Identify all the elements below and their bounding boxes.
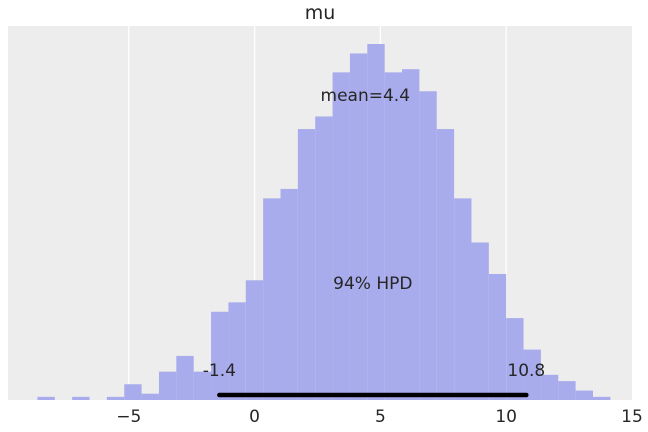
histogram-bars [37, 44, 611, 401]
hpd-label: 94% HPD [333, 274, 412, 294]
x-tick-label: 0 [249, 407, 260, 427]
histogram-bar [141, 393, 159, 400]
histogram-bar [558, 381, 576, 400]
histogram-bar [332, 72, 350, 401]
histogram-bar [228, 302, 246, 400]
histogram-bar [315, 116, 333, 400]
x-axis-ticks: −5 0 5 10 15 [116, 407, 643, 427]
histogram-bar [263, 198, 281, 400]
histogram-bar [37, 396, 55, 400]
histogram-bar [193, 371, 212, 400]
histogram-bar [280, 188, 298, 400]
x-tick-label: 10 [495, 407, 517, 427]
histogram-bar [158, 371, 177, 400]
histogram-bar [106, 396, 125, 400]
histogram-bar [367, 44, 385, 400]
histogram-bar [593, 396, 611, 400]
histogram-bar [211, 311, 229, 400]
mean-label: mean=4.4 [321, 86, 411, 106]
histogram-bar [297, 129, 316, 400]
chart-title: mu [305, 2, 336, 24]
histogram-bar [419, 91, 437, 400]
histogram-bar [176, 355, 194, 400]
histogram-bar [349, 53, 368, 401]
histogram-bar [124, 384, 142, 400]
histogram-bar [523, 349, 541, 400]
histogram-bar [72, 396, 90, 400]
histogram-bar [454, 198, 472, 400]
histogram-bar [471, 242, 489, 400]
histogram-bar [384, 72, 403, 401]
hpd-high-label: 10.8 [507, 361, 545, 381]
histogram-bar [488, 273, 507, 400]
x-tick-label: 5 [375, 407, 386, 427]
histogram-bar [540, 374, 559, 400]
histogram-bar [506, 318, 524, 400]
hpd-low-label: -1.4 [203, 361, 236, 381]
histogram-bar [402, 69, 420, 400]
x-tick-label: −5 [116, 407, 141, 427]
x-tick-label: 15 [621, 407, 643, 427]
histogram-bar [575, 390, 593, 400]
histogram-bar [245, 280, 264, 400]
histogram-bar [436, 129, 455, 400]
